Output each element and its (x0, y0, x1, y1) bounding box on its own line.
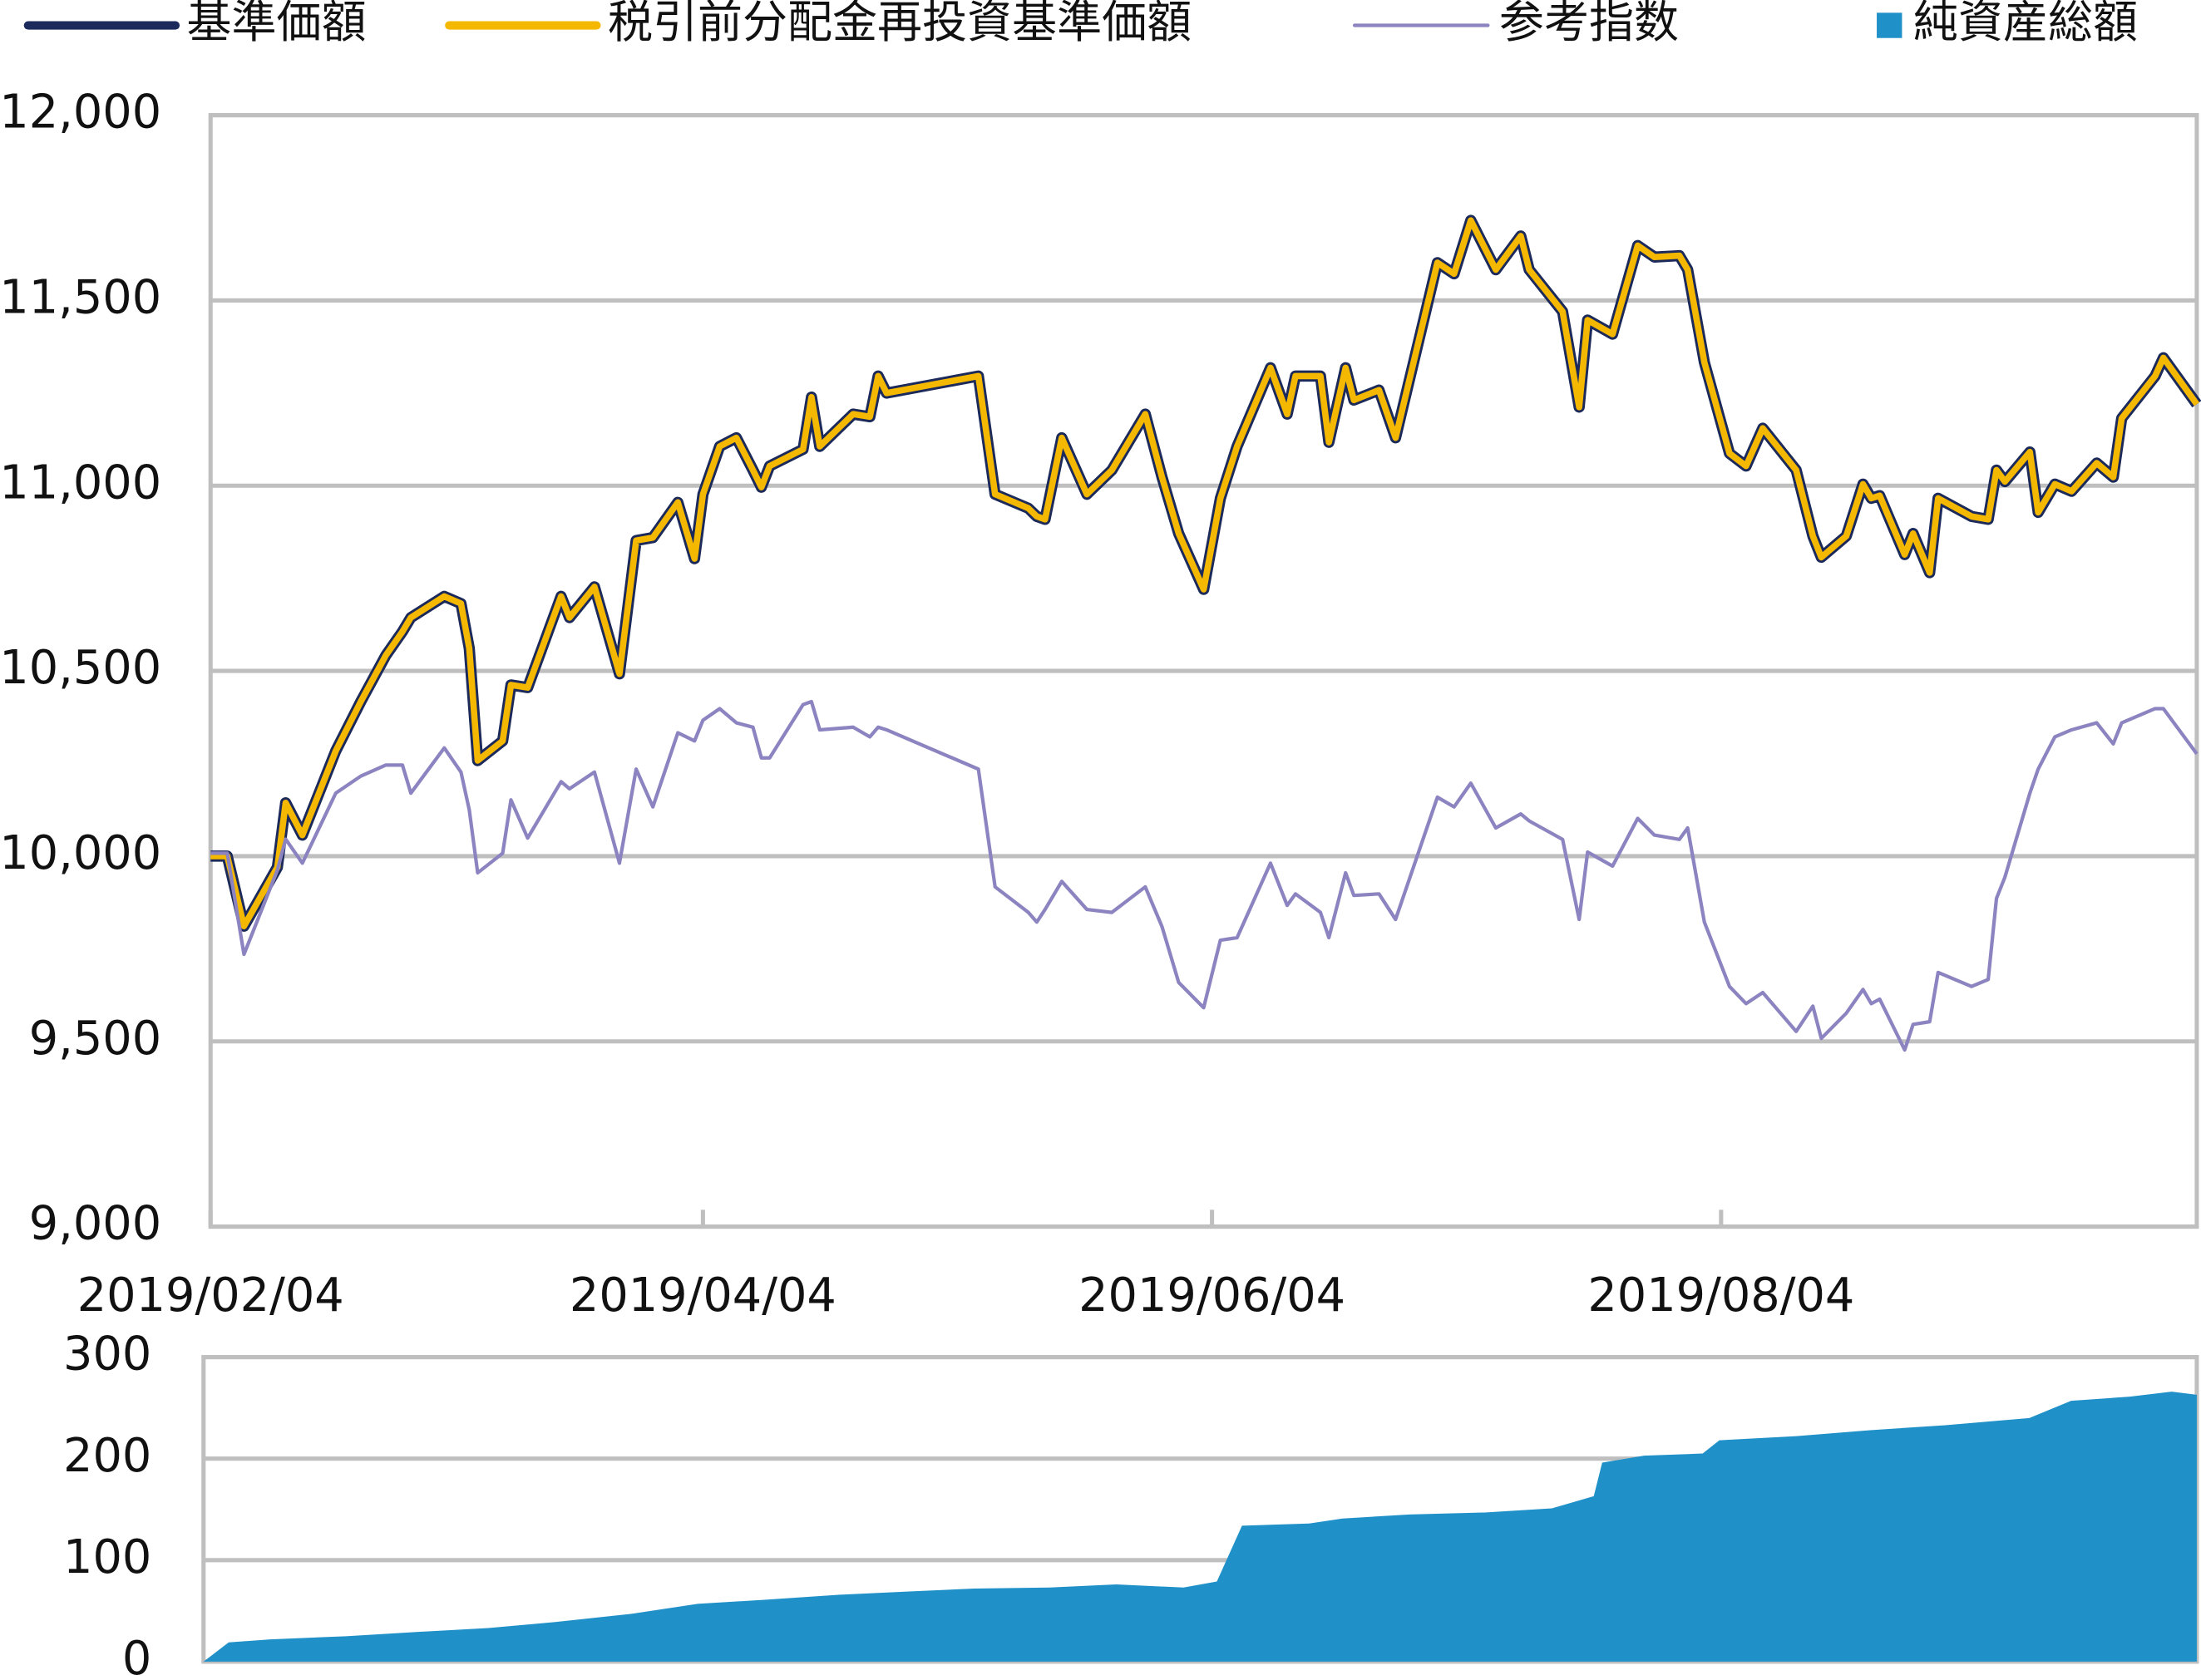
plot-border (208, 113, 2199, 1229)
legend-swatch (1877, 12, 1902, 38)
area-series (203, 1392, 2197, 1662)
x-tick-label: 2019/06/04 (1078, 1269, 1345, 1323)
legend-label: 基準価額 (187, 0, 367, 48)
legend-label: 税引前分配金再投資基準価額 (608, 0, 1192, 48)
x-tick-label: 2019/02/04 (77, 1269, 344, 1323)
y-tick-label: 9,000 (29, 1197, 161, 1251)
line-series (210, 699, 2199, 1052)
y-tick-label: 200 (63, 1429, 151, 1483)
line-series (210, 217, 2200, 929)
y-tick-label: 10,500 (0, 641, 161, 695)
legend-label: 純資産総額 (1913, 0, 2138, 48)
x-tick-label: 2019/08/04 (1587, 1269, 1854, 1323)
y-tick-label: 11,000 (0, 456, 161, 510)
y-tick-label: 300 (63, 1328, 151, 1382)
y-tick-label: 12,000 (0, 86, 161, 140)
y-tick-label: 0 (122, 1632, 151, 1680)
y-tick-label: 100 (63, 1530, 151, 1584)
y-tick-label: 10,000 (0, 826, 161, 880)
legend-label: 参考指数 (1499, 0, 1679, 48)
y-tick-label: 9,500 (29, 1012, 161, 1066)
x-tick-label: 2019/04/04 (570, 1269, 836, 1323)
y-tick-label: 11,500 (0, 271, 161, 325)
